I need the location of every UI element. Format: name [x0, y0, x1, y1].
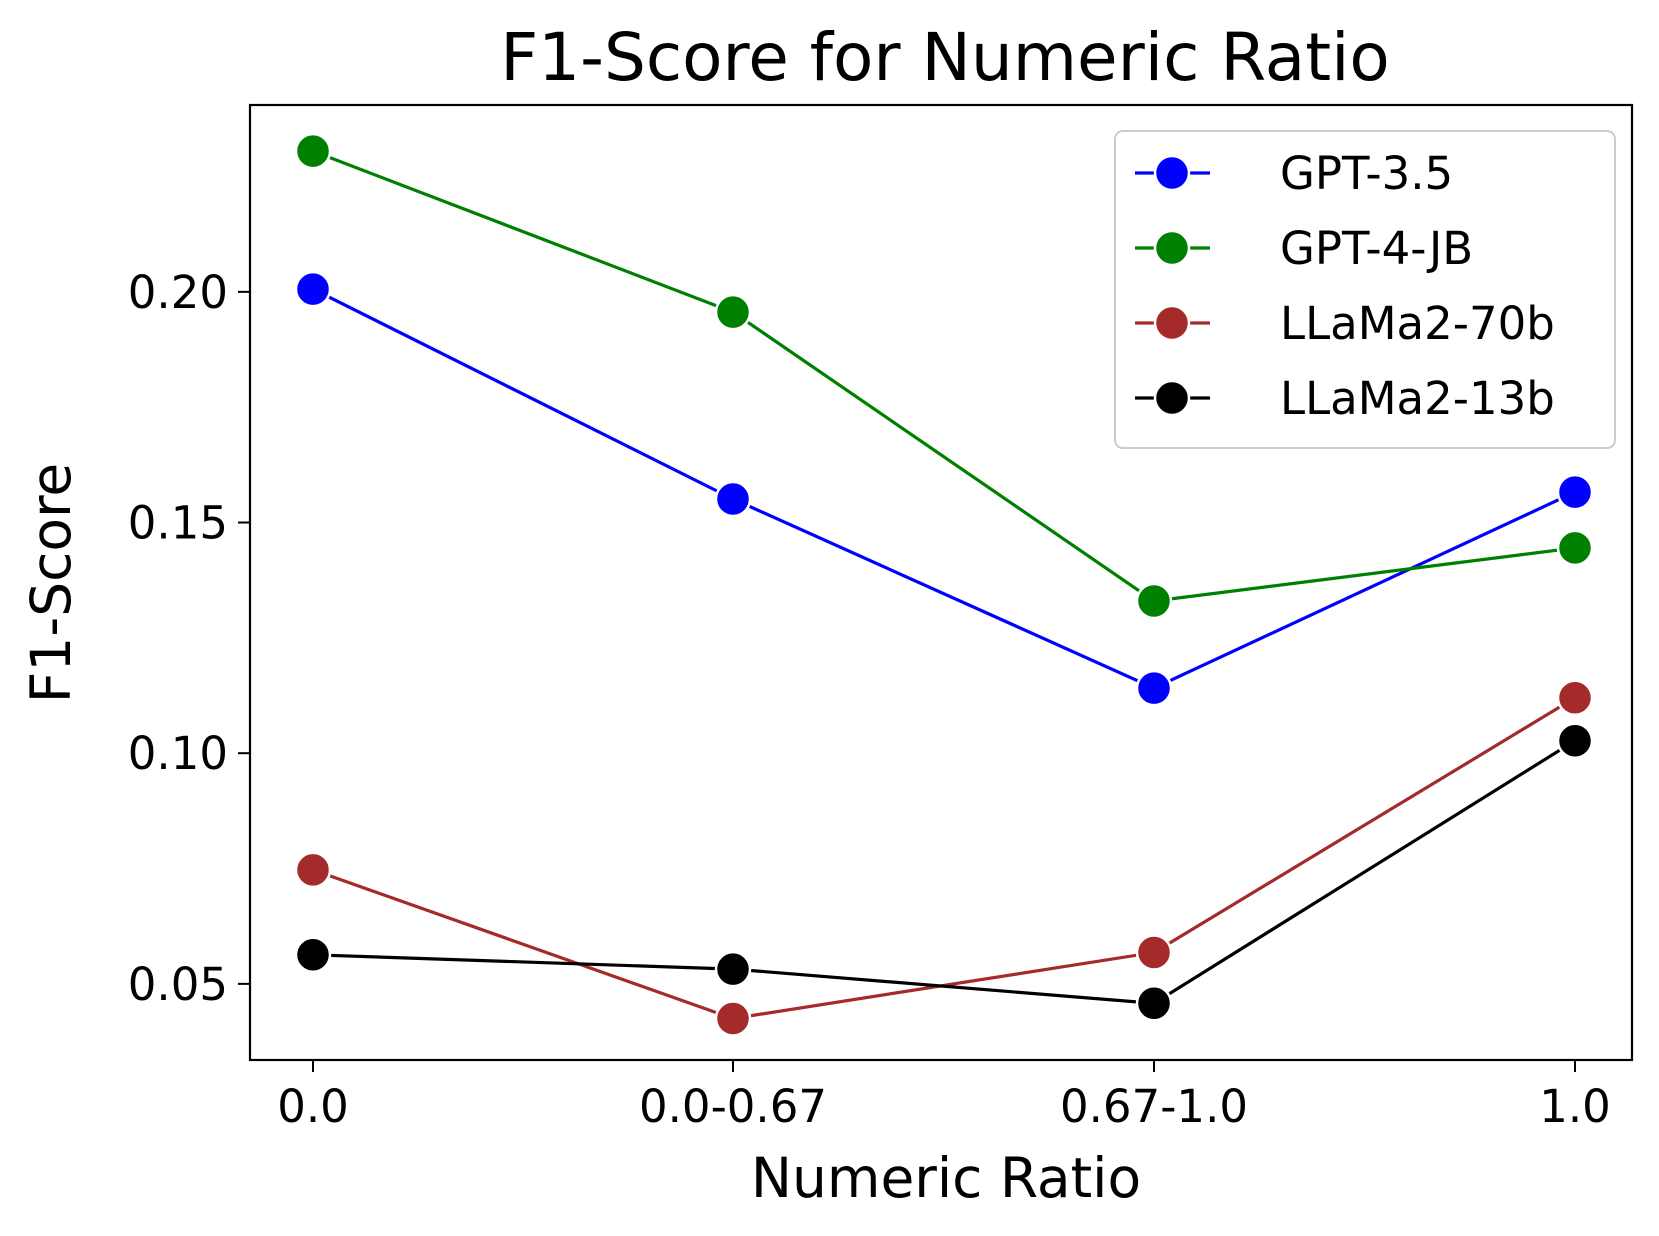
legend-marker	[1153, 229, 1191, 267]
data-point	[1556, 473, 1594, 511]
x-tick-label: 1.0	[1539, 1080, 1611, 1133]
data-point	[714, 293, 752, 331]
data-point	[1556, 529, 1594, 567]
legend-box	[1114, 130, 1616, 449]
data-point	[1556, 679, 1594, 717]
data-point	[1135, 582, 1173, 620]
legend-label: LLaMa2-13b	[1280, 372, 1555, 425]
plot-frame	[248, 103, 1634, 1062]
legend-label: GPT-3.5	[1280, 147, 1453, 200]
legend-marker	[1153, 304, 1191, 342]
y-tick-label: 0.20	[128, 266, 228, 319]
data-point	[1135, 934, 1173, 971]
legend-label: GPT-4-JB	[1280, 222, 1473, 275]
y-tick-label: 0.05	[128, 958, 228, 1011]
data-point	[294, 270, 332, 308]
y-tick-label: 0.10	[128, 727, 228, 780]
chart-title: F1-Score for Numeric Ratio	[500, 19, 1390, 96]
x-tick-label: 0.67-1.0	[1060, 1080, 1248, 1133]
data-point	[714, 480, 752, 518]
series-line-gpt-4-jb	[312, 149, 1576, 603]
data-point	[294, 132, 332, 170]
x-axis-label: Numeric Ratio	[751, 1146, 1141, 1210]
y-axis-label: F1-Score	[19, 463, 83, 704]
legend-label: LLaMa2-70b	[1280, 297, 1555, 350]
legend-marker	[1153, 379, 1191, 417]
data-point	[1556, 722, 1594, 759]
legend-marker	[1153, 154, 1191, 192]
data-point	[1135, 669, 1173, 707]
data-point	[294, 851, 332, 889]
series-line-gpt-3-5	[312, 287, 1576, 690]
plot-area	[294, 132, 1594, 1037]
x-tick-label: 0.0-0.67	[639, 1080, 827, 1133]
data-point	[294, 936, 332, 974]
x-tick-label: 0.0	[277, 1080, 349, 1133]
legend: GPT-3.5 GPT-4-JB LLaMa2-70b LLaMa2-13b	[1114, 130, 1616, 449]
data-point	[714, 1000, 752, 1037]
axis-ticks: 0.0 0.0-0.67 0.67-1.0 1.0 0.05 0.10 0.15 0.20	[128, 266, 1611, 1133]
series-line-llama2-13b	[312, 739, 1576, 1005]
y-tick-label: 0.15	[128, 497, 228, 550]
data-point	[714, 950, 752, 988]
data-point	[1135, 985, 1173, 1022]
